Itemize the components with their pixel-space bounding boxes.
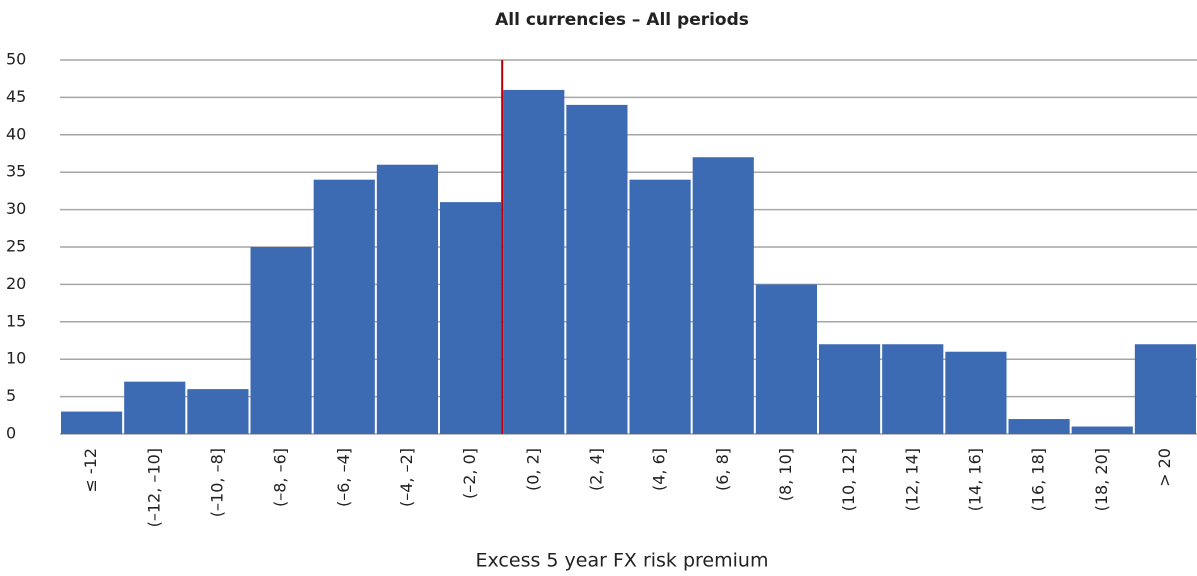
x-tick-label: (10, 12] bbox=[839, 448, 858, 511]
x-tick-label: (2, 4] bbox=[586, 448, 605, 491]
x-tick-label: (–12, –10] bbox=[144, 448, 163, 527]
y-tick-label: 40 bbox=[6, 124, 26, 143]
x-tick-label: (16, 18] bbox=[1029, 448, 1048, 511]
x-tick-label: (14, 16] bbox=[965, 448, 984, 511]
bar bbox=[187, 389, 249, 434]
x-tick-label: ≤ -12 bbox=[81, 448, 100, 493]
x-tick-label: (–10, –8] bbox=[207, 448, 226, 517]
bar bbox=[61, 411, 123, 434]
x-tick-label: (4, 6] bbox=[650, 448, 669, 491]
bar bbox=[819, 344, 881, 434]
y-tick-label: 35 bbox=[6, 162, 26, 181]
y-tick-label: 10 bbox=[6, 349, 26, 368]
bar bbox=[945, 351, 1007, 434]
bar bbox=[376, 164, 438, 434]
bar bbox=[755, 284, 817, 434]
bar bbox=[1134, 344, 1196, 434]
chart-title: All currencies – All periods bbox=[495, 10, 749, 30]
x-tick-label: (–6, –4] bbox=[334, 448, 353, 507]
x-tick-label: (12, 14] bbox=[902, 448, 921, 511]
y-tick-label: 25 bbox=[6, 237, 26, 256]
x-tick-label: (0, 2] bbox=[523, 448, 542, 491]
x-tick-label: (–8, –6] bbox=[271, 448, 290, 507]
x-tick-label: (8, 10] bbox=[776, 448, 795, 501]
bar bbox=[503, 89, 565, 435]
bar bbox=[440, 202, 502, 434]
bar bbox=[882, 344, 944, 434]
x-tick-label: > 20 bbox=[1155, 448, 1174, 487]
y-tick-label: 45 bbox=[6, 87, 26, 106]
bar bbox=[566, 104, 628, 434]
x-tick-label: (–4, –2] bbox=[397, 448, 416, 507]
y-tick-label: 20 bbox=[6, 274, 26, 293]
x-tick-label: (6, 8] bbox=[713, 448, 732, 491]
y-tick-label: 30 bbox=[6, 199, 26, 218]
y-tick-label: 5 bbox=[6, 386, 16, 405]
y-tick-label: 15 bbox=[6, 311, 26, 330]
bar bbox=[250, 247, 312, 434]
bar bbox=[1071, 426, 1133, 434]
x-axis-title: Excess 5 year FX risk premium bbox=[476, 550, 769, 572]
bar bbox=[313, 179, 375, 434]
x-tick-label: (18, 20] bbox=[1092, 448, 1111, 511]
bar bbox=[629, 179, 691, 434]
bar bbox=[1008, 419, 1070, 434]
y-tick-label: 0 bbox=[6, 424, 16, 443]
bar bbox=[124, 381, 186, 434]
bar bbox=[692, 157, 754, 435]
y-tick-label: 50 bbox=[6, 50, 26, 69]
x-tick-label: (–2, 0] bbox=[460, 448, 479, 499]
